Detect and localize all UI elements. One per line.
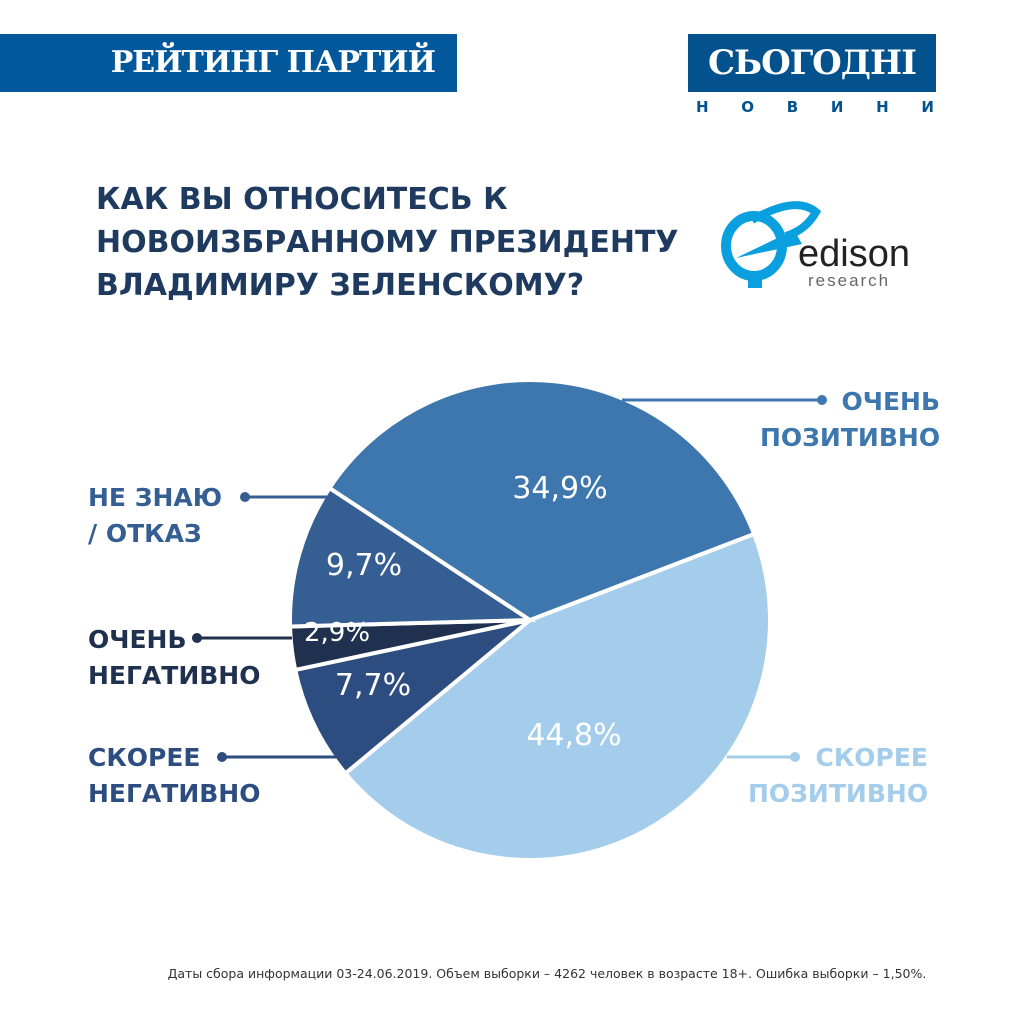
slice-value-label: 9,7%	[326, 548, 402, 583]
leader-dot	[217, 752, 227, 762]
edison-research-logo: edison research	[721, 201, 910, 290]
title-line: КАК ВЫ ОТНОСИТЕСЬ К	[96, 182, 508, 217]
logo-letter: Н	[876, 98, 889, 116]
slice-category-label: НЕ ЗНАЮ / ОТКАЗ	[88, 480, 268, 552]
section-banner: РЕЙТИНГ ПАРТИЙ	[0, 34, 457, 92]
label-line: НЕГАТИВНО	[88, 661, 261, 690]
leader-dot	[192, 633, 202, 643]
slice-value-label: 7,7%	[335, 668, 411, 703]
slice-category-label: СКОРЕЕ ПОЗИТИВНО	[748, 740, 928, 812]
logo-letter: В	[786, 98, 799, 116]
pie-slice	[326, 378, 757, 623]
slice-value-label: 44,8%	[526, 718, 621, 753]
pie-slice	[288, 485, 537, 629]
leader-dot	[240, 492, 250, 502]
segodnya-logo: СЬОГОДНІ	[688, 34, 936, 92]
label-line: НЕГАТИВНО	[88, 779, 261, 808]
label-line: СКОРЕЕ	[88, 743, 201, 772]
title-line: НОВОИЗБРАННОМУ ПРЕЗИДЕНТУ	[96, 225, 679, 260]
logo-letter: Н	[696, 98, 709, 116]
pie-slice	[342, 531, 772, 862]
logo-letter: И	[921, 98, 934, 116]
title-line: ВЛАДИМИРУ ЗЕЛЕНСКОМУ?	[96, 268, 585, 303]
label-line: ПОЗИТИВНО	[748, 779, 929, 808]
slice-category-label: СКОРЕЕ НЕГАТИВНО	[88, 740, 268, 812]
logo-letter: И	[830, 98, 844, 116]
label-line: / ОТКАЗ	[88, 519, 202, 548]
label-line: НЕ ЗНАЮ	[88, 483, 223, 512]
label-line: ОЧЕНЬ	[841, 387, 940, 416]
slice-value-label: 34,9%	[512, 471, 607, 506]
logo-letter: О	[741, 98, 755, 116]
leader-dot	[817, 395, 827, 405]
label-line: ПОЗИТИВНО	[760, 423, 941, 452]
slice-value-label: 2,9%	[304, 618, 370, 648]
footer-note: Даты сбора информации 03-24.06.2019. Объ…	[167, 966, 927, 981]
edison-sub: research	[808, 271, 890, 290]
label-line: ОЧЕНЬ	[88, 625, 187, 654]
slice-category-label: ОЧЕНЬ НЕГАТИВНО	[88, 622, 268, 694]
chart-title: КАК ВЫ ОТНОСИТЕСЬ К НОВОИЗБРАННОМУ ПРЕЗИ…	[96, 178, 696, 307]
slice-category-label: ОЧЕНЬ ПОЗИТИВНО	[760, 384, 940, 456]
label-line: СКОРЕЕ	[815, 743, 928, 772]
logo-subtitle: Н О В И Н И	[696, 98, 934, 116]
edison-wordmark: edison	[798, 233, 910, 275]
leader-dot	[790, 752, 800, 762]
